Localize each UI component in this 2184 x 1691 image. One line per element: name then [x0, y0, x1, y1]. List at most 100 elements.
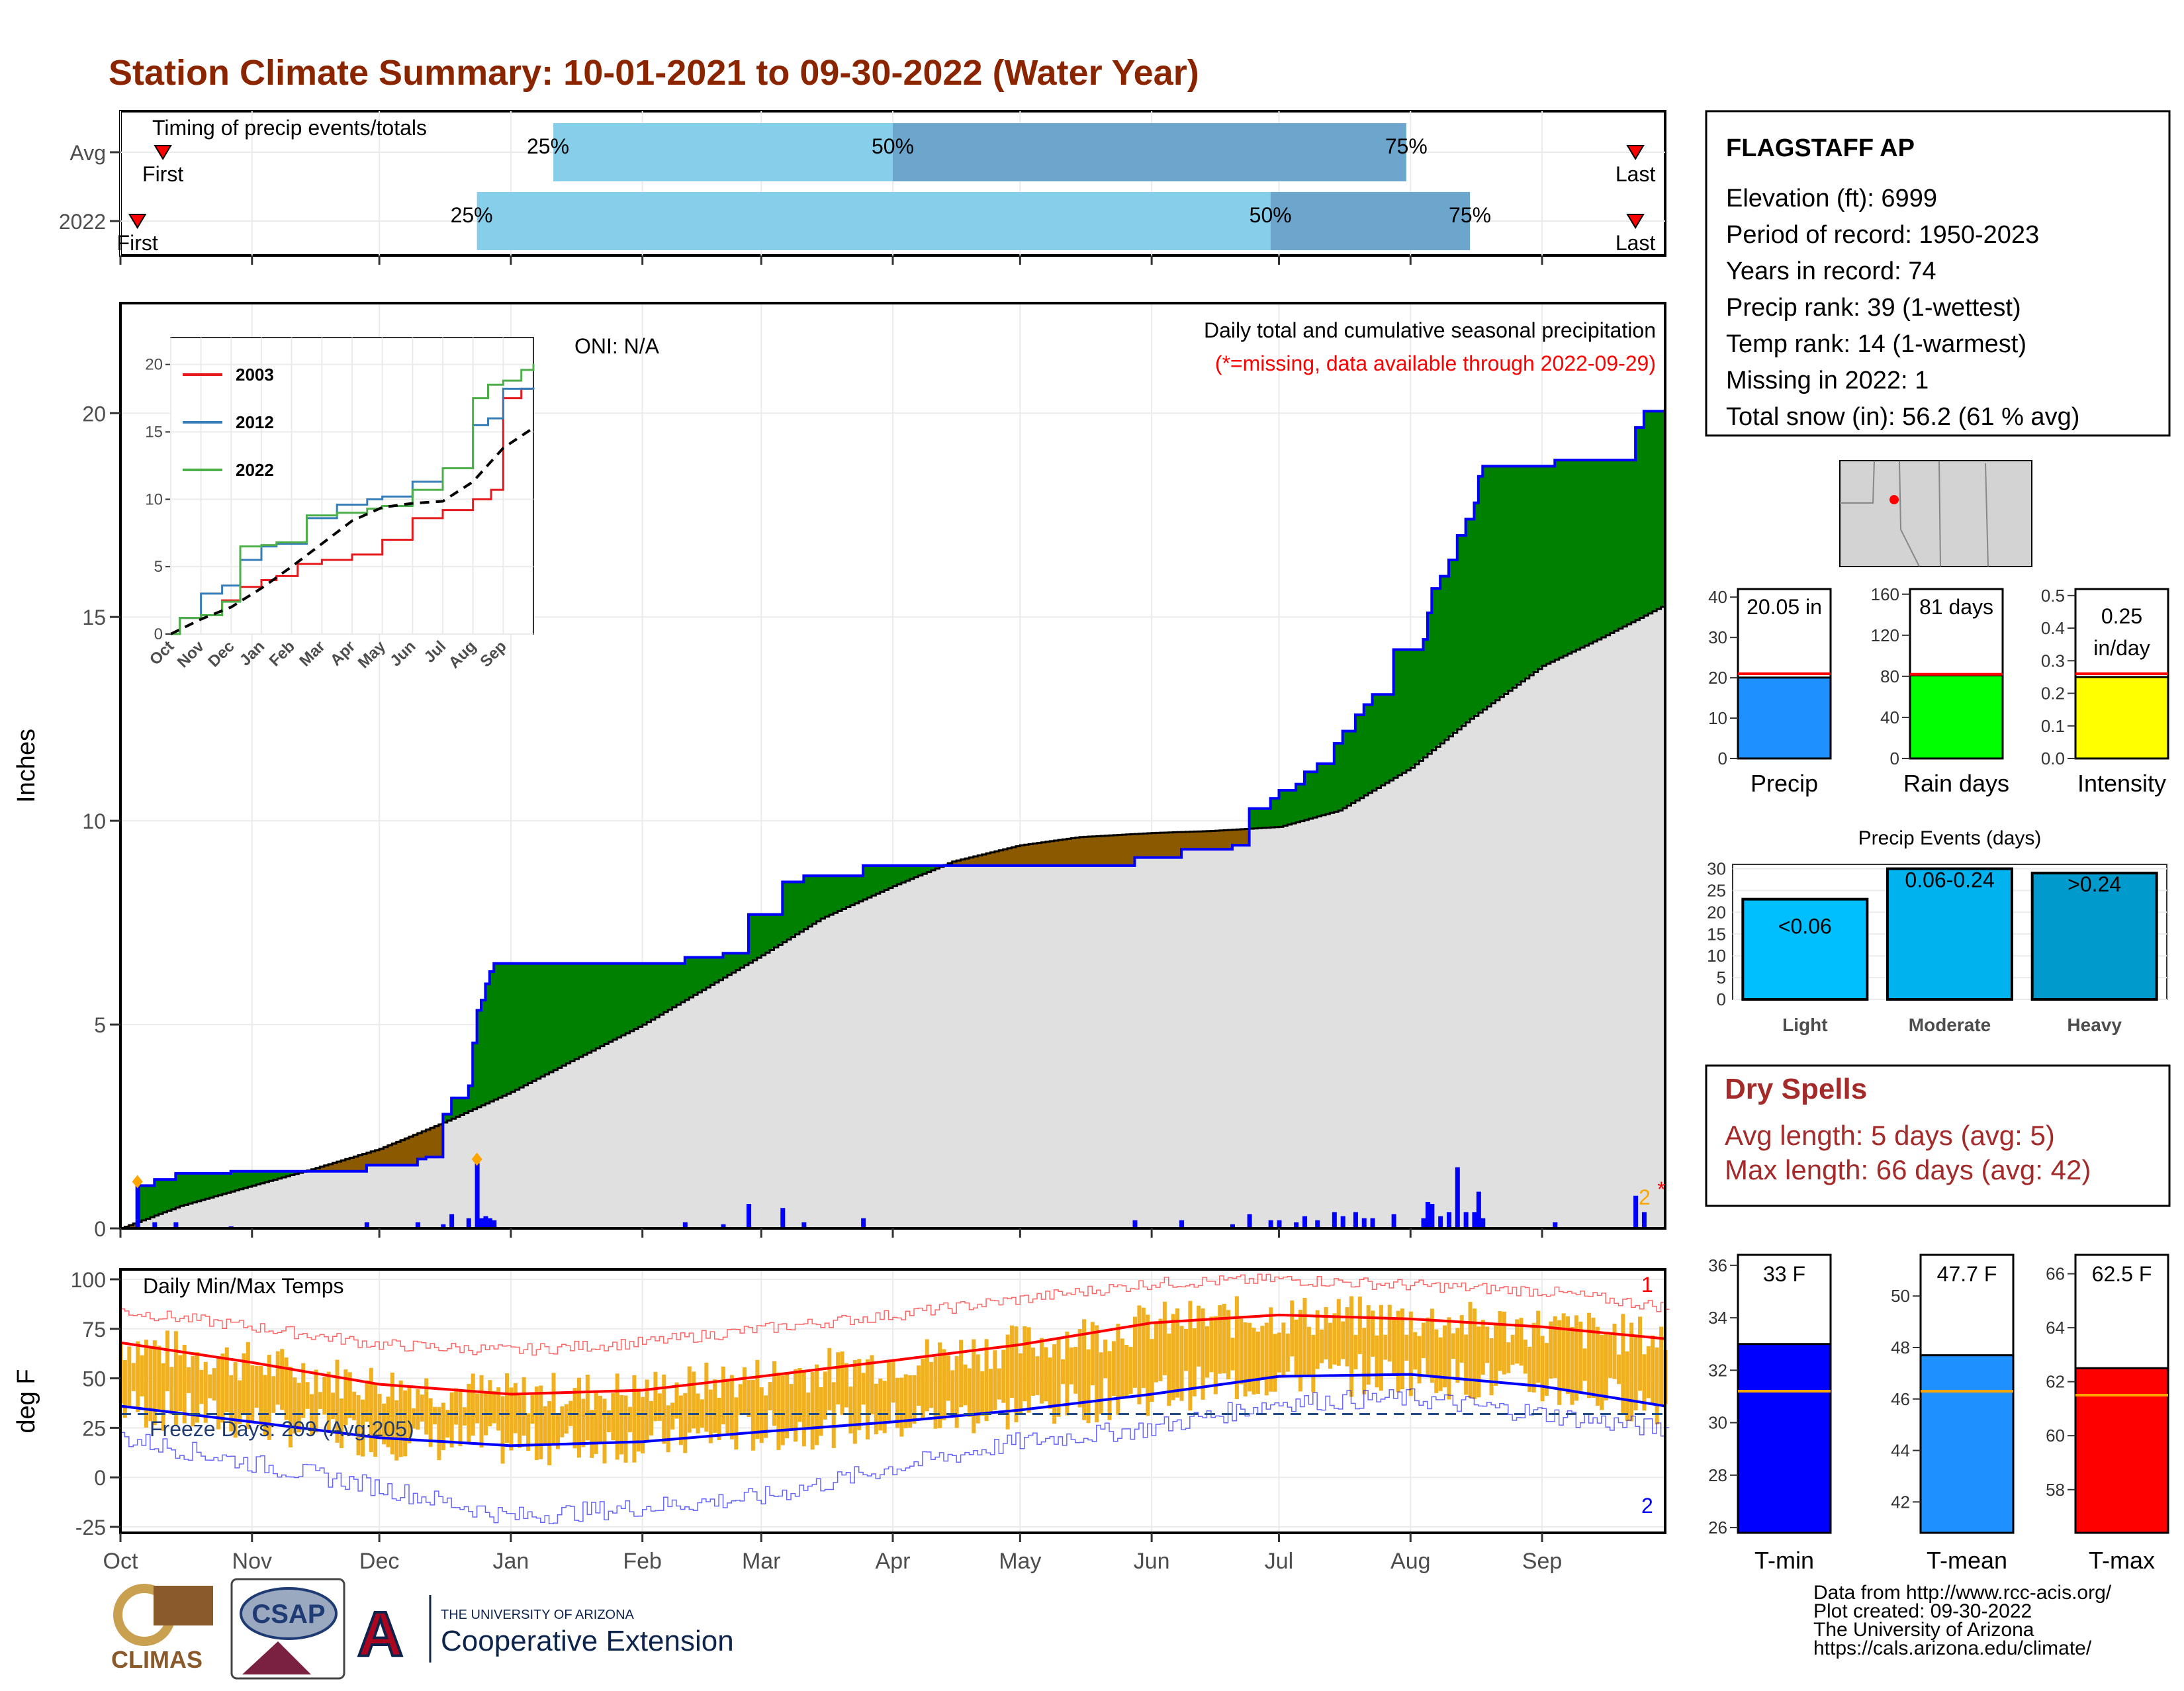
precip-surplus-fill [1265, 808, 1271, 829]
daily-temp-range-bar [1005, 1334, 1010, 1430]
precip-deficit-fill [1054, 839, 1059, 866]
precip-deficit-fill [1223, 829, 1229, 850]
daily-temp-range-bar [1553, 1316, 1557, 1379]
daily-precip-bar [1132, 1220, 1138, 1228]
daily-temp-range-bar [1485, 1326, 1490, 1363]
station-info-line: Total snow (in): 56.2 (61 % avg) [1726, 403, 2079, 431]
precip-surplus-fill [1465, 518, 1471, 723]
precip-surplus-fill [693, 956, 698, 996]
precip-surplus-fill [553, 963, 558, 1071]
daily-temp-range-bar [1285, 1333, 1290, 1372]
daily-precip-bar [1455, 1167, 1460, 1228]
daily-temp-range-bar [420, 1394, 424, 1422]
daily-temp-range-bar [700, 1399, 704, 1428]
precip-surplus-fill [565, 963, 571, 1064]
month-label: May [999, 1549, 1041, 1574]
precip-surplus-fill [1388, 694, 1394, 781]
precip-surplus-fill [1380, 694, 1386, 786]
temp-note-bottom: 2 [1641, 1494, 1653, 1518]
station-info-line: Elevation (ft): 6999 [1726, 185, 1937, 212]
precip-surplus-fill [1325, 763, 1330, 815]
daily-temp-range-bar [1243, 1322, 1248, 1396]
precip-surplus-fill [1448, 559, 1453, 737]
daily-temp-range-bar [390, 1372, 394, 1455]
precip-surplus-fill [1631, 459, 1636, 623]
precip-surplus-fill [196, 1173, 202, 1202]
precip-deficit-fill [1100, 835, 1106, 866]
precip-surplus-fill [604, 963, 609, 1045]
daily-temp-range-bar [1655, 1348, 1659, 1425]
daily-temp-range-bar [394, 1400, 399, 1461]
temp-panel: -25 0 25 50 75 100 Oct Nov Dec Jan Feb Mar Apr May Jun… [13, 1268, 1670, 1574]
daily-temp-range-bar [598, 1395, 603, 1443]
last-event-marker [1626, 145, 1645, 160]
precip-surplus-fill [1385, 694, 1390, 784]
daily-temp-range-bar [1090, 1322, 1095, 1386]
daily-temp-range-bar [959, 1340, 964, 1408]
precip-surplus-fill [1338, 743, 1343, 811]
summary-bar-value-label: 20.05 in [1747, 595, 1822, 619]
month-label: Nov [232, 1549, 272, 1574]
month-label: Jul [1265, 1549, 1293, 1574]
precip-surplus-fill [1329, 763, 1335, 813]
daily-precip-bar [173, 1222, 179, 1228]
daily-temp-range-bar [921, 1358, 925, 1419]
precip-surplus-fill [880, 865, 885, 893]
record-min-line [120, 1388, 1670, 1525]
precip-surplus-fill [760, 914, 766, 956]
precip-y-tick-label: 0 [94, 1217, 106, 1241]
daily-temp-range-bar [1277, 1332, 1281, 1373]
precip-surplus-fill [1414, 649, 1420, 765]
csap-logo: CSAP [230, 1578, 345, 1680]
footer-line-2: Plot created: 09-30-2022 [1813, 1600, 2032, 1622]
precip-deficit-fill [1210, 830, 1216, 850]
ua-big-text: Cooperative Extension [441, 1625, 734, 1657]
precip-surplus-fill [1351, 731, 1356, 804]
temp-y-tick-label: 100 [71, 1268, 106, 1292]
station-location-marker [1889, 495, 1899, 504]
precip-surplus-fill [217, 1173, 223, 1196]
daily-temp-range-bar [627, 1406, 632, 1432]
daily-temp-range-bar [1320, 1329, 1324, 1363]
inset-legend-label: 2022 [236, 460, 274, 480]
precip-surplus-fill [829, 875, 834, 915]
daily-temp-range-bar [509, 1387, 514, 1451]
precip-deficit-fill [1087, 836, 1093, 866]
daily-temp-range-bar [1162, 1301, 1167, 1375]
daily-temp-range-bar [581, 1398, 586, 1447]
temp-bar [1737, 1343, 1832, 1534]
daily-temp-range-bar [870, 1355, 874, 1415]
precip-surplus-fill [523, 963, 529, 1086]
inset-y-tick-label: 15 [145, 424, 163, 441]
precip-surplus-fill [213, 1173, 218, 1197]
precip-surplus-fill [697, 956, 702, 993]
daily-temp-range-bar [925, 1339, 929, 1412]
month-label: Aug [1390, 1549, 1431, 1574]
daily-temp-range-bar [670, 1402, 675, 1430]
precip-deficit-fill [1206, 831, 1212, 850]
freeze-days: Freeze Days: 209 (Avg:205) [150, 1417, 414, 1441]
daily-temp-range-bar [398, 1380, 403, 1457]
daily-temp-range-bar [1642, 1354, 1647, 1411]
last-event-label: Last [1615, 162, 1656, 186]
daily-temp-range-bar [1413, 1332, 1418, 1370]
precip-surplus-fill [247, 1171, 253, 1187]
summary-bar-label: Precip [1751, 770, 1818, 797]
inset-legend-label: 2003 [236, 365, 274, 385]
daily-temp-range-bar [882, 1381, 887, 1434]
daily-temp-range-bar [632, 1375, 637, 1463]
precip-surplus-fill [807, 875, 813, 927]
precip-surplus-fill [141, 1185, 146, 1221]
events-bar-label: >0.24 [2068, 872, 2121, 896]
daily-temp-range-bar [1362, 1328, 1367, 1394]
temp-bar-y-tick-label: 46 [1891, 1389, 1910, 1409]
daily-temp-range-bar [1523, 1339, 1527, 1374]
daily-temp-range-bar [1183, 1329, 1188, 1371]
precip-surplus-fill [790, 882, 796, 938]
daily-temp-range-bar [967, 1368, 972, 1417]
daily-temp-range-bar [1616, 1354, 1621, 1385]
month-label: Dec [359, 1549, 399, 1574]
precip-caption: Daily total and cumulative seasonal prec… [1204, 318, 1656, 342]
daily-temp-range-bar [678, 1395, 683, 1445]
daily-temp-range-bar [1531, 1322, 1536, 1393]
